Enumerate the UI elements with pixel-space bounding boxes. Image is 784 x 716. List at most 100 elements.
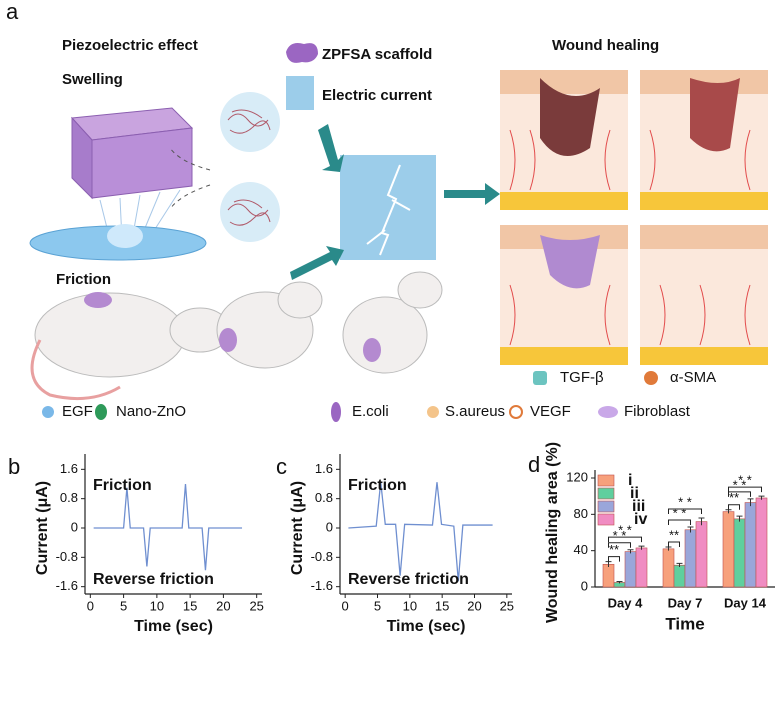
x-tick-label: 0 <box>342 598 349 613</box>
bar <box>635 547 648 588</box>
annotation: Friction <box>93 477 152 494</box>
significance-label: ** <box>729 490 739 505</box>
label: ZPFSA scaffold <box>322 46 432 63</box>
heading: Wound healing <box>552 37 659 54</box>
y-tick-label: -1.6 <box>56 578 78 593</box>
significance-label: ** <box>609 542 619 557</box>
x-axis-label: Time (sec) <box>134 618 213 635</box>
bar <box>755 497 768 588</box>
legend-swatch <box>597 474 615 487</box>
panel-label: d <box>528 452 540 477</box>
panel-label: b <box>8 454 20 479</box>
annotation: Friction <box>348 477 407 494</box>
significance-bracket <box>668 541 680 548</box>
significance-label: * * <box>678 494 692 509</box>
x-tick-label: 5 <box>374 598 381 613</box>
bar <box>662 548 675 588</box>
legend-swatch <box>597 487 615 500</box>
y-tick-label: 40 <box>574 542 588 557</box>
significance-label: * * <box>738 473 752 488</box>
significance-bracket <box>728 504 740 510</box>
significance-bracket <box>728 491 751 497</box>
illustration <box>29 43 768 422</box>
x-tick-label: Day 4 <box>608 595 643 610</box>
x-tick-label: Day 14 <box>724 595 767 610</box>
error-bar <box>616 581 623 584</box>
significance-label: * * <box>613 528 627 543</box>
y-tick-label: 0 <box>326 519 333 534</box>
significance-bracket <box>608 536 642 543</box>
annotation: Reverse friction <box>93 571 214 588</box>
y-tick-label: -0.8 <box>56 549 78 564</box>
data-line <box>93 483 243 571</box>
legend-swatch <box>597 513 615 526</box>
x-tick-label: 10 <box>150 598 164 613</box>
error-bar <box>698 517 705 526</box>
legend-label: EGF <box>62 403 93 420</box>
label: Friction <box>56 271 111 288</box>
legend-label: Nano-ZnO <box>116 403 186 420</box>
error-bar <box>747 498 754 507</box>
bar <box>733 518 746 588</box>
legend-label: α-SMA <box>670 369 716 386</box>
x-tick-label: 20 <box>467 598 481 613</box>
legend-label: S.aureus <box>445 403 505 420</box>
x-tick-label: 20 <box>216 598 230 613</box>
bar <box>684 529 697 588</box>
label: Electric current <box>322 87 432 104</box>
error-bar <box>758 495 765 500</box>
error-bar <box>605 561 612 568</box>
y-axis-label: Wound healing area (%) <box>544 442 561 623</box>
y-axis-label: Current (μA) <box>289 481 306 575</box>
significance-bracket <box>728 486 762 493</box>
significance-bracket <box>608 556 620 562</box>
error-bar <box>676 562 683 568</box>
x-tick-label: 15 <box>183 598 197 613</box>
significance-bracket <box>608 542 631 548</box>
significance-bracket <box>668 508 702 514</box>
y-tick-label: -0.8 <box>311 549 333 564</box>
x-axis-label: Time <box>665 614 704 633</box>
significance-label: * * <box>733 477 747 492</box>
error-bar <box>725 509 732 514</box>
error-bar <box>687 526 694 533</box>
legend-label: VEGF <box>530 403 571 420</box>
panel-label: a <box>6 0 19 24</box>
legend-swatch <box>597 500 615 513</box>
y-tick-label: 1.6 <box>315 461 333 476</box>
error-bar <box>627 549 634 554</box>
error-bar <box>638 545 645 550</box>
y-tick-label: 0.8 <box>315 490 333 505</box>
bar <box>744 502 757 588</box>
y-tick-label: 120 <box>566 469 588 484</box>
panel-label: c <box>276 454 287 479</box>
significance-label: ** <box>669 527 679 542</box>
x-tick-label: 25 <box>500 598 514 613</box>
x-tick-label: 5 <box>120 598 127 613</box>
y-tick-label: 0 <box>71 519 78 534</box>
data-line <box>348 482 493 582</box>
x-tick-label: Day 7 <box>668 595 703 610</box>
y-tick-label: 80 <box>574 506 588 521</box>
significance-label: * * <box>618 523 632 538</box>
significance-bracket <box>668 519 691 526</box>
x-tick-label: 15 <box>435 598 449 613</box>
legend-label: E.coli <box>352 403 389 420</box>
bar <box>602 563 615 588</box>
label: Swelling <box>62 71 123 88</box>
legend-label: iii <box>632 498 645 515</box>
error-bar <box>736 515 743 522</box>
bar <box>722 511 735 588</box>
x-tick-label: 25 <box>249 598 263 613</box>
bar <box>624 551 637 588</box>
legend-label: i <box>628 472 632 489</box>
y-tick-label: -1.6 <box>311 578 333 593</box>
y-axis-label: Current (μA) <box>34 481 51 575</box>
bar <box>673 564 686 588</box>
legend-label: ii <box>630 485 639 502</box>
y-tick-label: 0 <box>581 578 588 593</box>
heading: Piezoelectric effect <box>62 37 198 54</box>
x-tick-label: 0 <box>87 598 94 613</box>
legend-label: iv <box>634 511 647 528</box>
